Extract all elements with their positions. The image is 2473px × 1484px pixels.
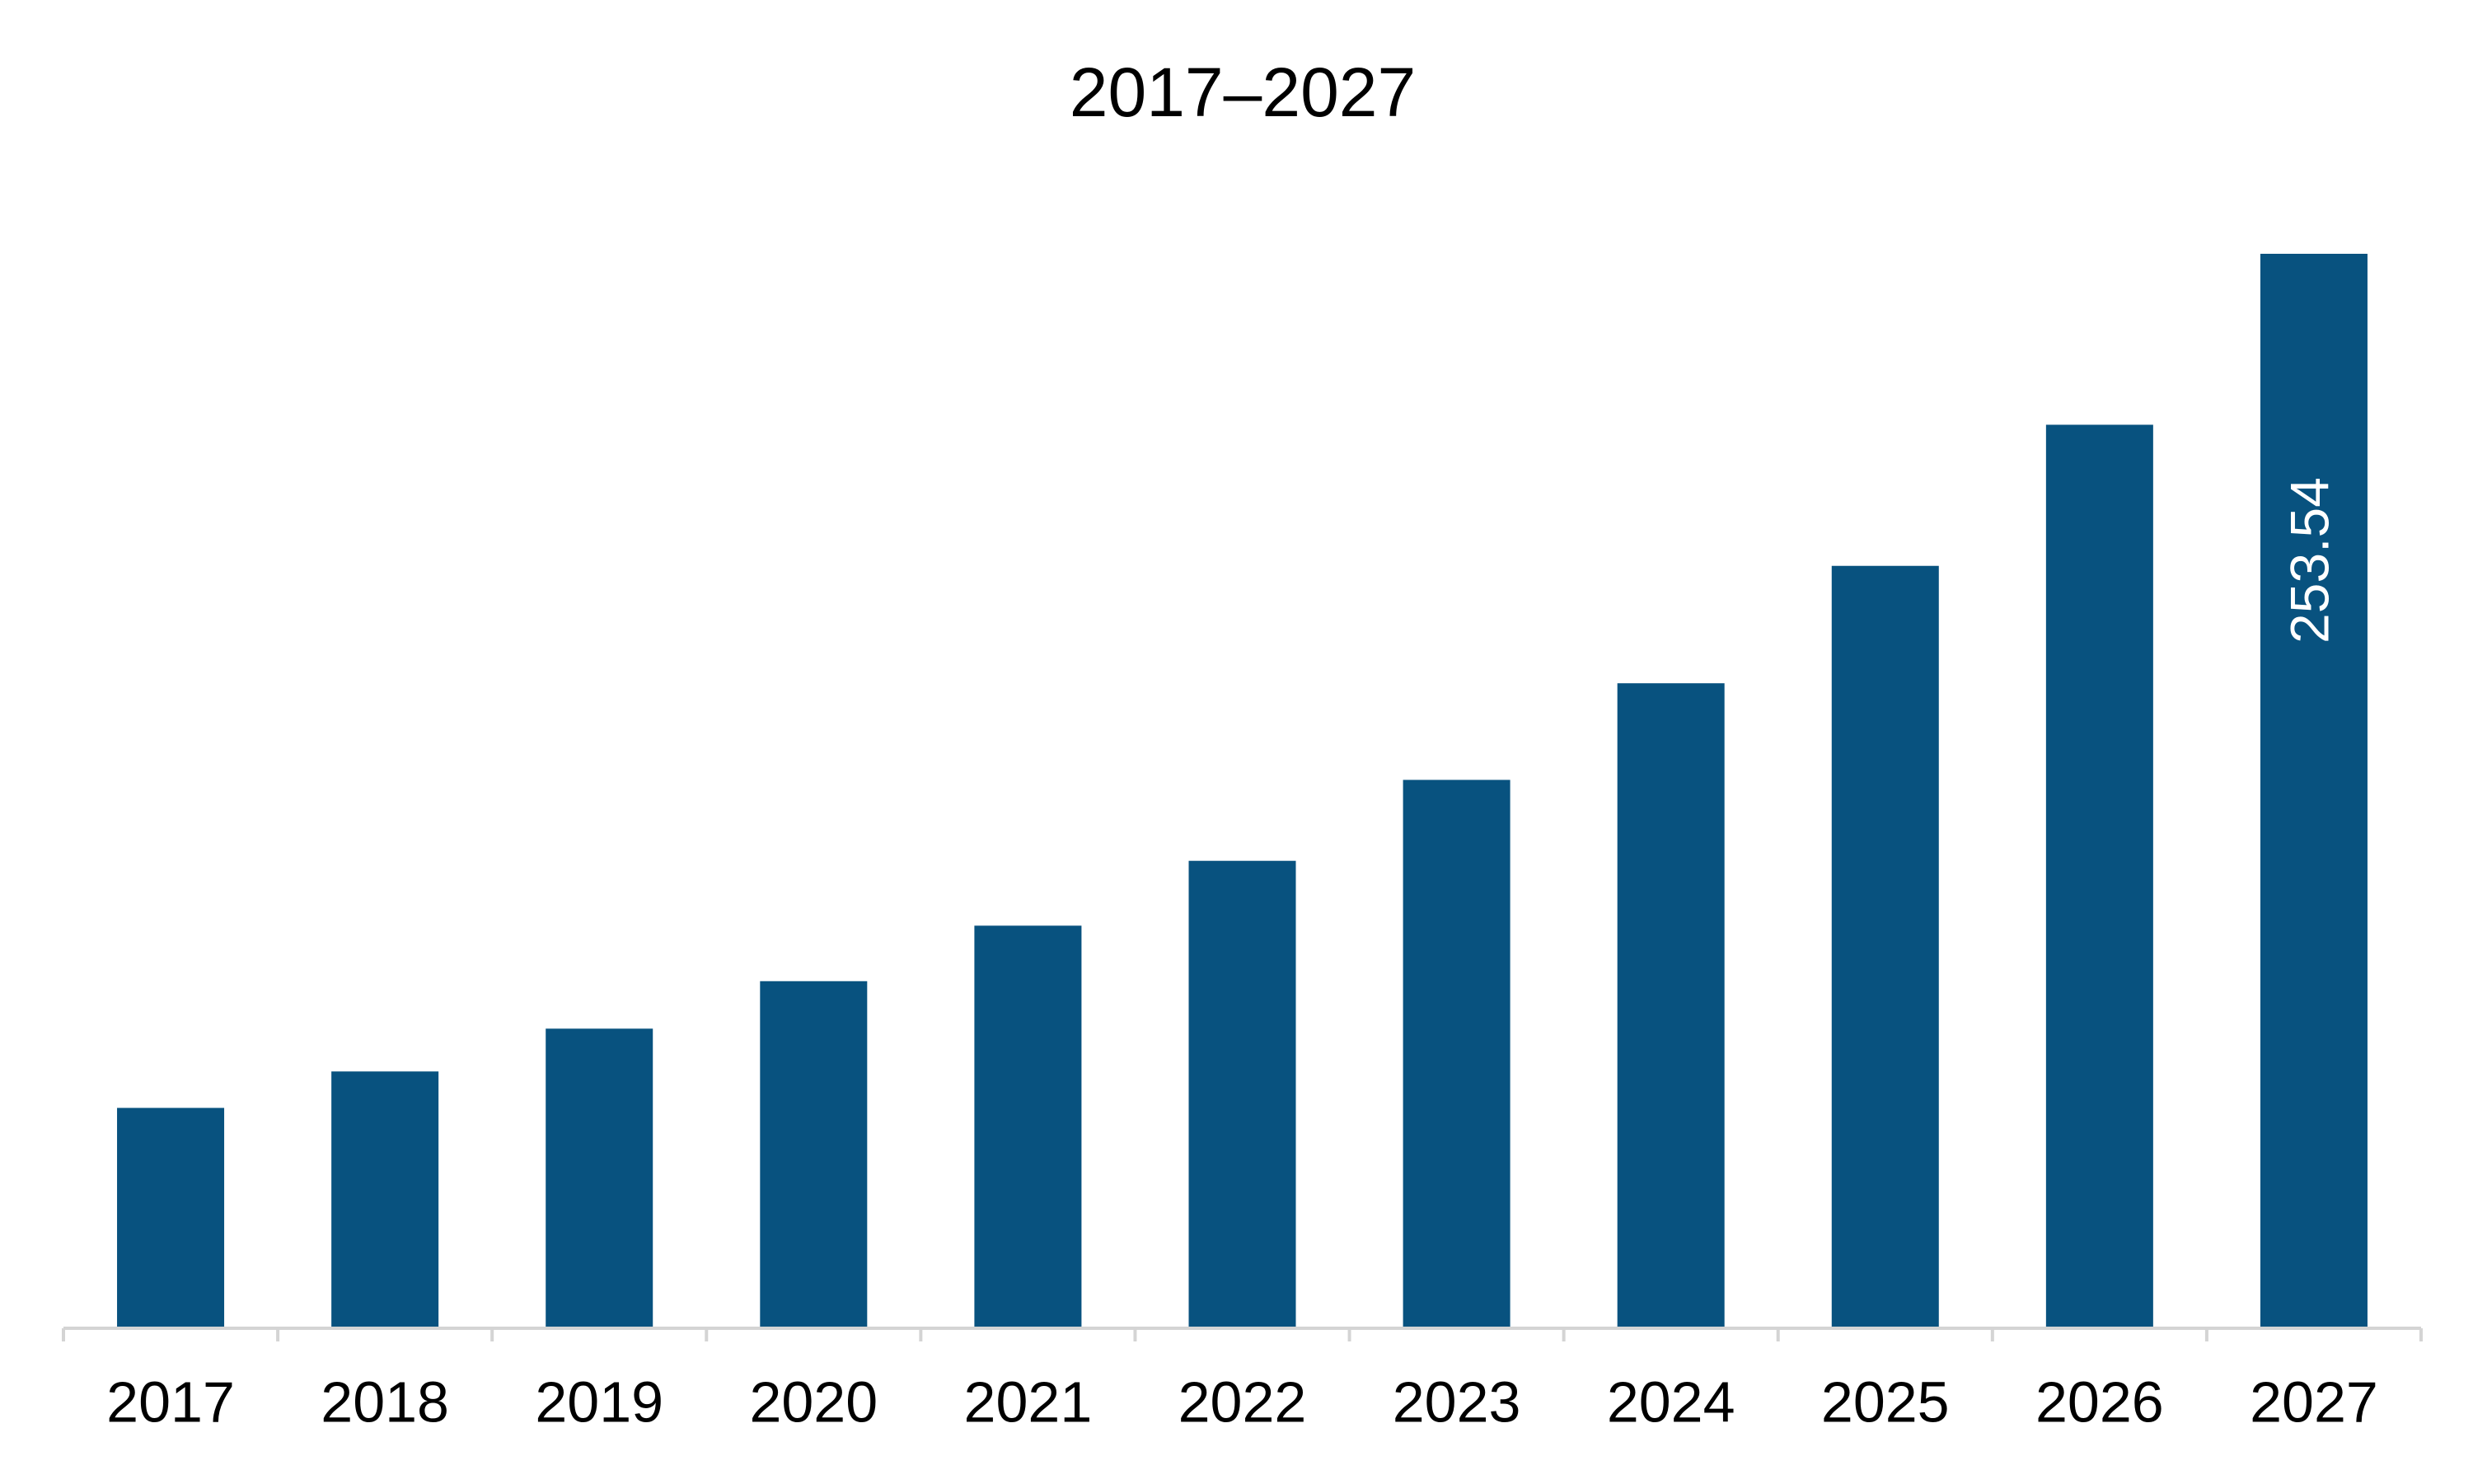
x-tick-label: 2024 <box>1607 1369 1735 1434</box>
x-tick-label: 2019 <box>535 1369 663 1434</box>
x-tick-label: 2020 <box>749 1369 878 1434</box>
x-tick-label: 2026 <box>2035 1369 2164 1434</box>
bar <box>2045 424 2153 1328</box>
bar <box>546 1028 653 1328</box>
x-tick-label: 2017 <box>106 1369 235 1434</box>
bar <box>331 1071 439 1328</box>
chart-title: 2017–2027 <box>1070 54 1416 131</box>
bar <box>974 925 1082 1328</box>
bar <box>1831 565 1939 1328</box>
bar <box>1188 860 1296 1328</box>
x-tick-label: 2025 <box>1821 1369 1950 1434</box>
bar <box>2260 254 2368 1328</box>
x-tick-label: 2018 <box>321 1369 449 1434</box>
x-tick-label: 2022 <box>1178 1369 1307 1434</box>
x-tick-label: 2023 <box>1393 1369 1521 1434</box>
value-label: 253.54 <box>2279 477 2340 644</box>
bar <box>1617 683 1725 1328</box>
bar <box>1403 779 1510 1328</box>
bar <box>117 1107 225 1328</box>
bar <box>760 981 868 1328</box>
x-tick-label: 2021 <box>964 1369 1093 1434</box>
x-tick-label: 2027 <box>2250 1369 2378 1434</box>
